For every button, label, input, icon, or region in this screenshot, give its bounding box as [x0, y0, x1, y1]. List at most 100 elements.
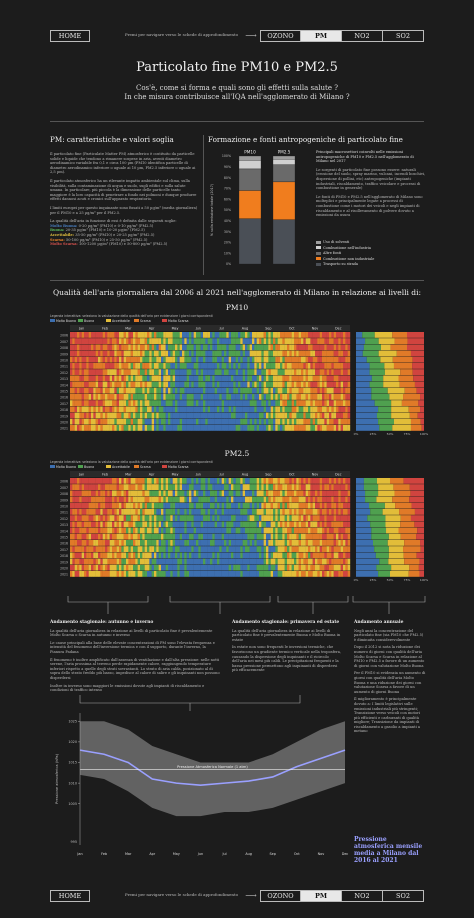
day-cell [273, 521, 276, 528]
day-cell [95, 558, 99, 565]
summary-segment [363, 484, 379, 490]
day-cell [280, 540, 283, 546]
legend-item[interactable]: Trasporto su strada [316, 262, 374, 268]
tab-ozono[interactable]: OZONO [260, 29, 301, 42]
day-cell [214, 490, 218, 497]
tab-pm-bottom[interactable]: PM [301, 889, 342, 902]
day-cell [147, 552, 150, 559]
day-cell [298, 425, 302, 431]
day-cell [275, 363, 278, 369]
legend-swatch[interactable] [78, 319, 83, 322]
day-cell [308, 490, 311, 497]
day-cell [165, 552, 169, 559]
day-cell [72, 533, 75, 540]
day-cell [219, 350, 222, 357]
day-cell [266, 540, 269, 546]
day-cell [165, 558, 169, 565]
day-cell [175, 509, 178, 515]
legend-swatch[interactable] [50, 465, 55, 468]
day-cell [242, 490, 246, 497]
day-cell [280, 375, 283, 382]
legend-swatch[interactable] [134, 465, 139, 468]
legend-item[interactable]: Combustione non industriale [316, 257, 374, 263]
tab-so2-bottom[interactable]: SO2 [383, 889, 424, 902]
day-cell [336, 375, 339, 382]
day-cell [261, 381, 264, 388]
day-cell [177, 521, 180, 528]
day-cell [331, 515, 334, 521]
legend-hint: Legenda interattiva: seleziona la valuta… [50, 314, 213, 318]
legend-item[interactable]: Altre fonti [316, 251, 374, 257]
day-cell [182, 344, 185, 351]
day-cell [186, 425, 190, 431]
day-cell [217, 363, 220, 369]
day-cell [95, 418, 99, 425]
day-cell [203, 338, 206, 344]
day-cell [161, 521, 164, 528]
day-cell [126, 332, 129, 338]
legend-item[interactable]: Uso di solventi [316, 240, 374, 246]
day-cell [275, 332, 278, 338]
day-cell [217, 521, 220, 528]
tab-so2[interactable]: SO2 [383, 29, 424, 42]
day-cell [100, 375, 103, 382]
day-cell [242, 564, 246, 571]
day-cell [333, 332, 337, 338]
tab-no2-bottom[interactable]: NO2 [342, 889, 383, 902]
day-cell [221, 356, 225, 363]
home-button-bottom[interactable]: HOME [50, 889, 90, 902]
home-button[interactable]: HOME [50, 29, 90, 42]
day-cell [268, 369, 271, 375]
day-cell [133, 546, 136, 552]
legend-swatch[interactable] [106, 319, 111, 322]
day-cell [217, 558, 220, 565]
day-cell [84, 356, 87, 363]
day-cell [95, 425, 99, 431]
legend-swatch[interactable] [78, 465, 83, 468]
day-cell [91, 418, 94, 425]
day-cell [191, 400, 194, 406]
day-cell [151, 533, 155, 540]
day-cell [121, 509, 124, 515]
day-cell [70, 490, 73, 497]
tab-no2[interactable]: NO2 [342, 29, 383, 42]
tab-pm[interactable]: PM [301, 29, 342, 42]
day-cell [291, 527, 295, 534]
day-cell [303, 540, 306, 546]
day-cell [196, 484, 199, 490]
legend-swatch[interactable] [50, 319, 55, 322]
day-cell [329, 564, 332, 571]
legend-swatch[interactable] [106, 465, 111, 468]
day-cell [168, 350, 171, 357]
day-cell [221, 350, 225, 357]
day-cell [93, 552, 96, 559]
day-cell [121, 363, 124, 369]
day-cell [226, 344, 229, 351]
day-cell [235, 412, 239, 419]
day-cell [144, 490, 148, 497]
summary-segment [356, 490, 366, 497]
day-cell [196, 571, 199, 577]
day-cell [128, 425, 131, 431]
day-cell [123, 400, 127, 406]
day-cell [119, 394, 122, 400]
day-cell [191, 521, 194, 528]
day-cell [72, 363, 75, 369]
tab-ozono-bottom[interactable]: OZONO [260, 889, 301, 902]
day-cell [331, 564, 334, 571]
day-cell [294, 400, 297, 406]
summary-segment [376, 412, 392, 419]
legend-swatch[interactable] [162, 319, 167, 322]
day-cell [70, 375, 73, 382]
day-cell [112, 558, 115, 565]
legend-swatch[interactable] [134, 319, 139, 322]
day-cell [142, 490, 145, 497]
day-cell [149, 412, 152, 419]
legend-item[interactable]: Combustione nell'industria [316, 246, 374, 252]
day-cell [233, 369, 236, 375]
day-cell [172, 502, 176, 509]
day-cell [317, 406, 320, 413]
legend-swatch[interactable] [162, 465, 167, 468]
day-cell [77, 509, 80, 515]
day-cell [100, 338, 103, 344]
